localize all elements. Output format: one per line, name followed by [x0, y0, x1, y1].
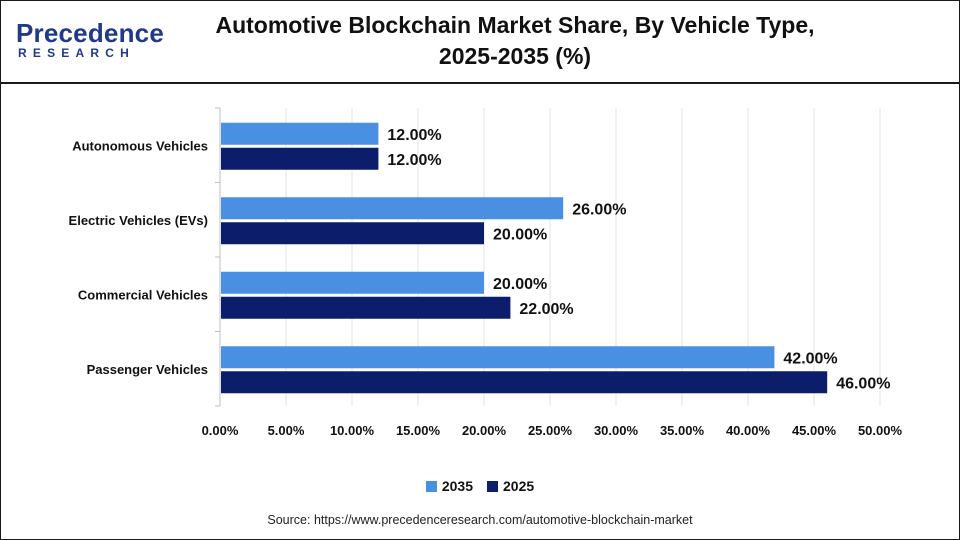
- header: Precedence RESEARCH Automotive Blockchai…: [0, 0, 960, 84]
- x-tick-label: 35.00%: [660, 423, 705, 438]
- y-category-label: Autonomous Vehicles: [72, 138, 208, 153]
- chart-title-line-1: Automotive Blockchain Market Share, By V…: [215, 12, 815, 38]
- bar-2025: [221, 371, 828, 394]
- bar-2025: [221, 222, 484, 245]
- x-tick-label: 30.00%: [594, 423, 639, 438]
- bar-2035: [221, 271, 484, 294]
- x-tick-label: 15.00%: [396, 423, 441, 438]
- legend-item-2025: 2025: [487, 478, 534, 494]
- brand-logo: Precedence RESEARCH: [16, 18, 166, 62]
- source-note: Source: https://www.precedenceresearch.c…: [267, 513, 693, 527]
- brand-name: Precedence: [16, 18, 164, 48]
- y-category-label: Commercial Vehicles: [78, 287, 208, 302]
- bar-2035: [221, 122, 379, 145]
- data-label-2025: 22.00%: [519, 301, 573, 318]
- data-label-2025: 20.00%: [493, 226, 547, 243]
- chart-title: Automotive Blockchain Market Share, By V…: [215, 10, 815, 72]
- x-tick-label: 50.00%: [858, 423, 903, 438]
- legend-item-2035: 2035: [425, 478, 473, 494]
- data-label-2035: 12.00%: [387, 127, 441, 144]
- legend-label-2025: 2025: [503, 478, 535, 494]
- data-label-2025: 46.00%: [836, 375, 890, 392]
- bar-chart: 0.00% 5.00% 10.00% 15.00% 20.00% 25.00% 30.00%…: [69, 107, 903, 438]
- x-tick-label: 40.00%: [726, 423, 771, 438]
- legend-label-2035: 2035: [441, 478, 473, 494]
- bar-2035: [221, 197, 564, 220]
- data-label-2025: 12.00%: [387, 152, 441, 169]
- x-tick-label: 5.00%: [268, 423, 305, 438]
- legend-swatch-2025: [487, 480, 498, 492]
- bar-2025: [221, 296, 511, 319]
- bar-2035: [221, 346, 775, 369]
- x-tick-label: 25.00%: [528, 423, 573, 438]
- data-label-2035: 20.00%: [493, 276, 547, 293]
- y-category-label: Electric Vehicles (EVs): [69, 213, 208, 228]
- data-label-2035: 26.00%: [572, 201, 626, 218]
- x-tick-label: 0.00%: [202, 423, 239, 438]
- x-tick-label: 45.00%: [792, 423, 837, 438]
- bar-2025: [221, 147, 379, 170]
- x-tick-label: 10.00%: [330, 423, 375, 438]
- legend: 2035 2025: [0, 478, 960, 494]
- chart-title-line-2: 2025-2035 (%): [438, 43, 592, 69]
- brand-sub: RESEARCH: [18, 46, 135, 60]
- data-label-2035: 42.00%: [783, 350, 837, 367]
- x-tick-label: 20.00%: [462, 423, 507, 438]
- legend-swatch-2035: [425, 480, 437, 492]
- y-category-label: Passenger Vehicles: [87, 362, 208, 377]
